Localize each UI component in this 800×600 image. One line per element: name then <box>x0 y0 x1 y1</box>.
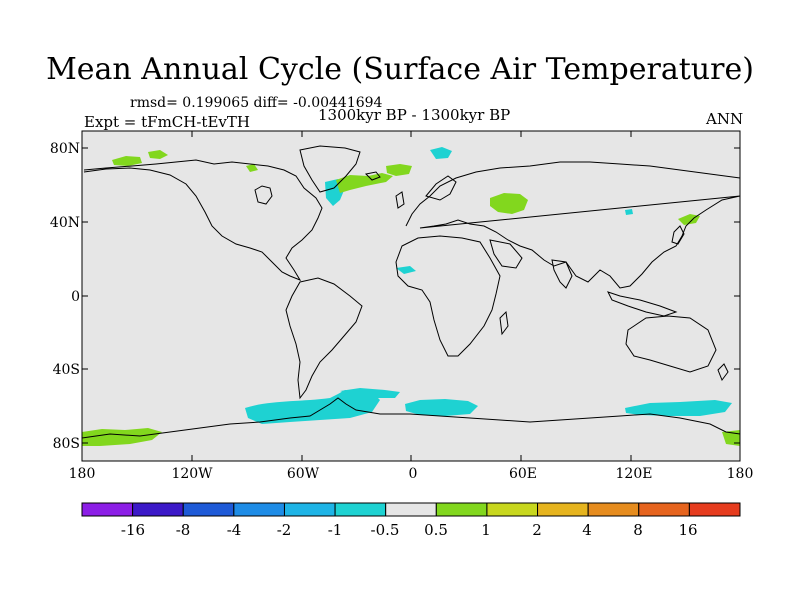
season-label: ANN <box>706 110 744 128</box>
coast-greenland <box>299 145 361 193</box>
warm-region-arctic-1 <box>112 156 142 166</box>
cool-region-south-pacific <box>625 400 732 416</box>
coast-japan <box>671 225 685 245</box>
colorbar-label: -8 <box>175 521 191 539</box>
lon-label-180e: 180 <box>726 466 754 482</box>
colorbar-label: -4 <box>226 521 242 539</box>
colorbar-box <box>233 502 285 517</box>
axis-ticks <box>82 131 740 461</box>
warm-region-europe <box>490 193 528 214</box>
colorbar-box <box>334 502 387 517</box>
stats-text: rmsd= 0.199065 diff= -0.00441694 <box>130 95 383 111</box>
lon-label-60w: 60W <box>286 466 320 482</box>
coast-south-america <box>285 277 363 400</box>
coast-arabia <box>489 239 523 269</box>
lon-label-180w: 180 <box>68 466 96 482</box>
coast-indonesia <box>607 291 678 317</box>
warm-region-canada <box>246 164 258 172</box>
cool-region-small-2 <box>625 209 633 215</box>
colorbar-box <box>283 502 336 517</box>
cool-region-south-atlantic <box>405 399 478 416</box>
lon-label-0: 0 <box>408 466 418 482</box>
warm-region-arctic-2 <box>148 150 168 159</box>
colorbar-label: 8 <box>633 521 643 539</box>
lat-label-0: 0 <box>71 289 80 305</box>
warm-region-north-pacific <box>678 214 700 225</box>
colorbar-label: 16 <box>678 521 698 539</box>
warm-region-east-antarctic <box>722 430 740 446</box>
warm-region-ross-sea <box>82 428 162 446</box>
lon-label-120e: 120E <box>615 466 653 482</box>
lon-label-120w: 120W <box>171 466 213 482</box>
colorbar-box <box>688 502 741 517</box>
colorbar-label: 1 <box>481 521 491 539</box>
colorbar-label: -0.5 <box>370 521 400 539</box>
coast-africa <box>395 235 501 357</box>
coast-north-america <box>83 159 323 282</box>
period-label: 1300kyr BP - 1300kyr BP <box>318 106 511 124</box>
coast-madagascar <box>499 310 509 336</box>
colorbar-label: -1 <box>327 521 343 539</box>
plot-title: Mean Annual Cycle (Surface Air Temperatu… <box>46 52 754 87</box>
coastlines <box>81 145 741 439</box>
colorbar-label: 2 <box>532 521 542 539</box>
lat-label-80s: 80S <box>52 436 80 452</box>
colorbar-label: -16 <box>120 521 146 539</box>
colorbar <box>81 502 741 517</box>
coast-australia <box>625 315 717 373</box>
colorbar-label: 4 <box>582 521 592 539</box>
colorbar-box <box>587 502 640 517</box>
experiment-label: Expt = tFmCH-tEvTH <box>84 113 250 131</box>
colorbar-label: -2 <box>276 521 292 539</box>
lat-label-40s: 40S <box>52 362 80 378</box>
colorbar-box <box>81 502 134 517</box>
colorbar-label: 0.5 <box>424 521 448 539</box>
coast-antarctica <box>81 397 741 439</box>
cool-region-small-1 <box>396 266 416 274</box>
coast-hudson-bay <box>254 185 273 205</box>
coast-uk <box>395 191 405 209</box>
lat-label-40n: 40N <box>49 215 80 231</box>
cool-region-arctic <box>430 147 452 159</box>
warm-region-barents <box>386 164 412 176</box>
coast-eurasia <box>405 161 741 289</box>
coast-new-zealand <box>717 363 729 382</box>
coast-india <box>551 259 573 289</box>
colorbar-box <box>486 502 539 517</box>
colorbar-box <box>638 502 690 517</box>
coast-iceland <box>364 171 381 181</box>
colorbar-box <box>537 502 589 517</box>
colorbar-box <box>435 502 488 517</box>
cool-region-antarctic <box>245 390 380 424</box>
lat-label-80n: 80N <box>49 141 80 157</box>
colorbar-box <box>182 502 235 517</box>
coast-scandinavia <box>425 175 457 201</box>
colorbar-box <box>385 502 437 517</box>
lon-label-60e: 60E <box>508 466 538 482</box>
colorbar-box <box>132 502 184 517</box>
cool-region-drake <box>340 388 400 398</box>
